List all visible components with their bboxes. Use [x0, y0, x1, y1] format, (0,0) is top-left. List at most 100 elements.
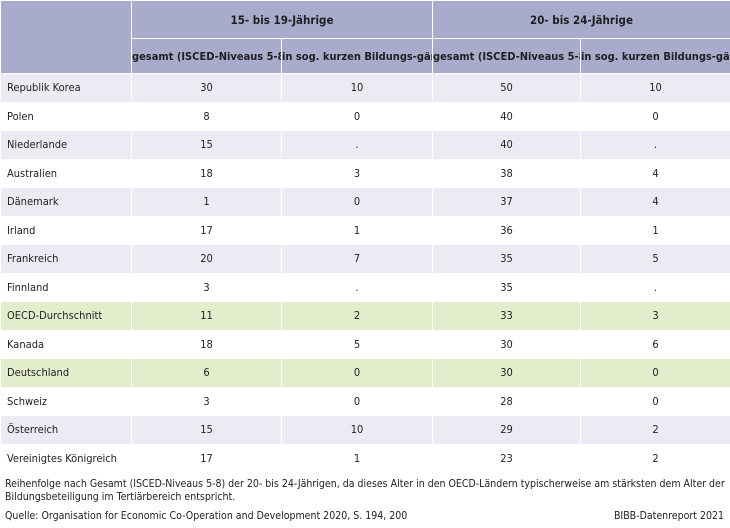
value-cell: 10 — [580, 73, 730, 103]
value-cell: 10 — [281, 415, 433, 445]
value-cell: 3 — [131, 386, 282, 416]
value-cell: 0 — [281, 187, 433, 217]
value-cell: 29 — [432, 415, 581, 445]
value-cell: 0 — [281, 101, 433, 131]
value-cell: 0 — [580, 358, 730, 388]
value-cell: 5 — [580, 244, 730, 274]
value-cell: 8 — [131, 101, 282, 131]
value-cell: 2 — [281, 301, 433, 331]
value-cell: 20 — [131, 244, 282, 274]
table-row: Schweiz 3 0 28 0 — [0, 386, 730, 416]
brand-label: BIBB-Datenreport 2021 — [613, 510, 724, 522]
footnote: Reihenfolge nach Gesamt (ISCED-Niveaus 5… — [5, 478, 725, 503]
country-cell: Vereinigtes Königreich — [0, 443, 132, 473]
group-header-15-19: 15- bis 19-Jährige — [131, 0, 433, 39]
table-row: Finnland 3. 35. — [0, 272, 730, 302]
group-header-row: 15- bis 19-Jährige 20- bis 24-Jährige — [0, 0, 730, 74]
table-row: OECD-Durchschnitt 11 2 33 3 — [0, 301, 730, 331]
source-note: Quelle: Organisation for Economic Co-Ope… — [5, 510, 408, 522]
value-cell: 30 — [131, 73, 282, 103]
value-cell: 33 — [432, 301, 581, 331]
value-cell: 35 — [432, 244, 581, 274]
value-cell: 1 — [131, 187, 282, 217]
table-row: Frankreich 20 7 35 5 — [0, 244, 730, 274]
table-row: Dänemark 1 0 37 4 — [0, 187, 730, 217]
value-cell: 5 — [281, 329, 433, 359]
value-cell: . — [580, 272, 730, 302]
sub-header-short-20-24: in sog. kurzen Bildungs-gängen (ISCED-Ni… — [580, 38, 730, 74]
value-cell: 1 — [580, 215, 730, 245]
country-cell: Australien — [0, 158, 132, 188]
value-cell: 40 — [432, 101, 581, 131]
country-cell: Österreich — [0, 415, 132, 445]
corner-header-cell — [0, 0, 132, 74]
sub-header-short-15-19: in sog. kurzen Bildungs-gängen (ISCED-Ni… — [281, 38, 433, 74]
table-row: Österreich 15 10 29 2 — [0, 415, 730, 445]
value-cell: 3 — [580, 301, 730, 331]
country-cell: Schweiz — [0, 386, 132, 416]
value-cell: 3 — [281, 158, 433, 188]
value-cell: 35 — [432, 272, 581, 302]
group-header-20-24: 20- bis 24-Jährige — [432, 0, 730, 39]
value-cell: 0 — [580, 101, 730, 131]
table-row: Kanada 18 5 30 6 — [0, 329, 730, 359]
value-cell: 15 — [131, 415, 282, 445]
country-cell: Finnland — [0, 272, 132, 302]
value-cell: . — [281, 272, 433, 302]
country-cell: Frankreich — [0, 244, 132, 274]
value-cell: 18 — [131, 329, 282, 359]
value-cell: 28 — [432, 386, 581, 416]
country-cell: Republik Korea — [0, 73, 132, 103]
sub-header-row: gesamt (ISCED-Niveaus 5-8) in sog. kurze… — [1, 38, 730, 74]
value-cell: 36 — [432, 215, 581, 245]
sub-header-text: gesamt (ISCED-Niveaus 5-8) — [433, 49, 581, 63]
value-cell: 3 — [131, 272, 282, 302]
value-cell: 15 — [131, 130, 282, 160]
value-cell: 23 — [432, 443, 581, 473]
sub-header-total-15-19: gesamt (ISCED-Niveaus 5-8) — [131, 38, 282, 74]
value-cell: 1 — [281, 215, 433, 245]
country-cell: Dänemark — [0, 187, 132, 217]
value-cell: 30 — [432, 358, 581, 388]
value-cell: 37 — [432, 187, 581, 217]
table-body: Republik Korea 30 10 50 10 Polen 8 0 40 0 Niederla… — [0, 73, 730, 473]
value-cell: 7 — [281, 244, 433, 274]
value-cell: 6 — [131, 358, 282, 388]
country-cell: Kanada — [0, 329, 132, 359]
value-cell: 2 — [580, 443, 730, 473]
value-cell: 17 — [131, 215, 282, 245]
table-row: Polen 8 0 40 0 — [0, 101, 730, 131]
country-cell: OECD-Durchschnitt — [0, 301, 132, 331]
value-cell: 0 — [281, 386, 433, 416]
sub-header-text: gesamt (ISCED-Niveaus 5-8) — [132, 49, 282, 63]
value-cell: . — [580, 130, 730, 160]
value-cell: 18 — [131, 158, 282, 188]
sub-header-total-20-24: gesamt (ISCED-Niveaus 5-8) — [432, 38, 581, 74]
value-cell: . — [281, 130, 433, 160]
value-cell: 0 — [281, 358, 433, 388]
value-cell: 4 — [580, 187, 730, 217]
value-cell: 50 — [432, 73, 581, 103]
country-cell: Irland — [0, 215, 132, 245]
value-cell: 17 — [131, 443, 282, 473]
sub-header-text: in sog. kurzen Bildungs-gängen (ISCED-Ni… — [282, 49, 432, 63]
data-table: 15- bis 19-Jährige 20- bis 24-Jährige ge… — [0, 0, 730, 473]
value-cell: 6 — [580, 329, 730, 359]
value-cell: 10 — [281, 73, 433, 103]
country-cell: Deutschland — [0, 358, 132, 388]
value-cell: 1 — [281, 443, 433, 473]
country-cell: Polen — [0, 101, 132, 131]
table-row: Irland 17 1 36 1 — [0, 215, 730, 245]
value-cell: 38 — [432, 158, 581, 188]
table-row: Australien 18 3 38 4 — [0, 158, 730, 188]
value-cell: 2 — [580, 415, 730, 445]
value-cell: 4 — [580, 158, 730, 188]
table-row: Republik Korea 30 10 50 10 — [0, 73, 730, 103]
value-cell: 40 — [432, 130, 581, 160]
table-row: Vereinigtes Königreich 17 1 23 2 — [0, 443, 730, 473]
value-cell: 30 — [432, 329, 581, 359]
country-cell: Niederlande — [0, 130, 132, 160]
table-row: Deutschland 6 0 30 0 — [0, 358, 730, 388]
value-cell: 11 — [131, 301, 282, 331]
